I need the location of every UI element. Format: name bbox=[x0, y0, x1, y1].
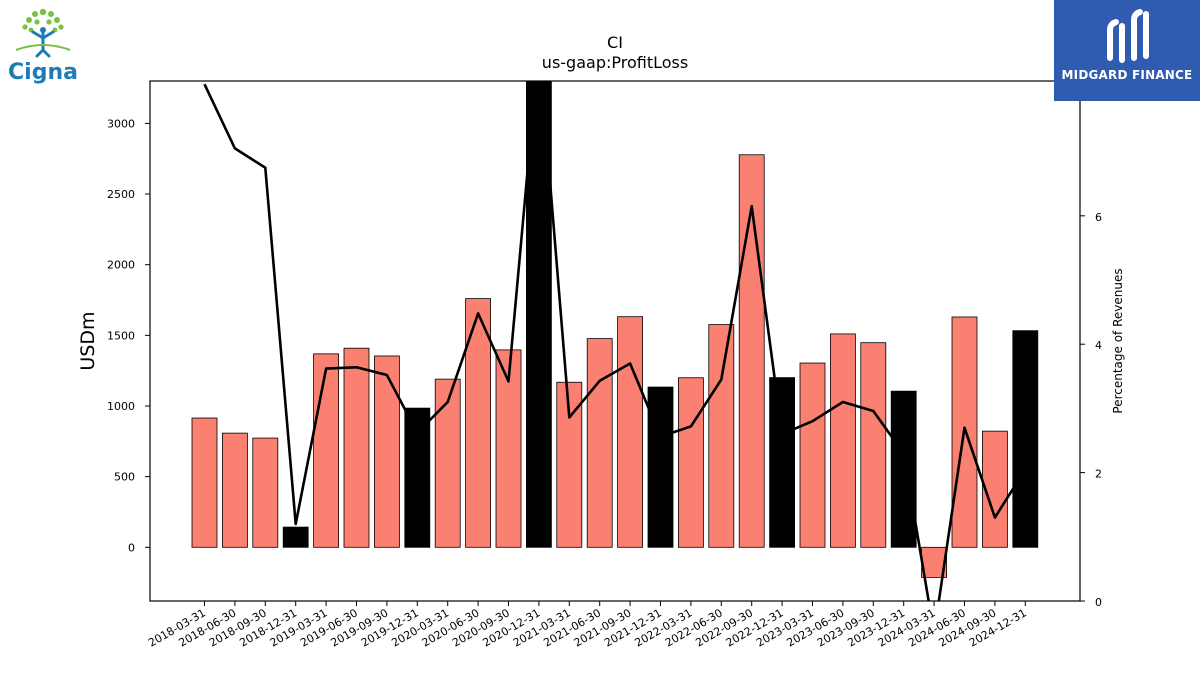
bar-2023-12-31 bbox=[890, 390, 917, 548]
y-tick-label-1000: 1000 bbox=[107, 400, 135, 413]
midgard-emblem-icon bbox=[1107, 9, 1149, 63]
bar-2018-12-31 bbox=[282, 526, 309, 548]
chart-title: CI bbox=[607, 33, 623, 52]
bar-2022-03-31 bbox=[678, 377, 704, 548]
bar-2022-09-30 bbox=[738, 154, 765, 548]
bar-2018-06-30 bbox=[221, 432, 248, 548]
y-tick-label-500: 500 bbox=[114, 471, 135, 484]
cigna-wordmark: Cigna bbox=[8, 60, 78, 85]
tree-icon bbox=[15, 8, 71, 58]
bar-2018-09-30 bbox=[252, 437, 279, 548]
bar-2023-06-30 bbox=[830, 333, 856, 548]
plot-frame bbox=[149, 80, 1081, 602]
y2-tick-label-4: 4 bbox=[1095, 339, 1102, 352]
percentage-line bbox=[203, 81, 1027, 601]
y-tick-label-2000: 2000 bbox=[107, 259, 135, 272]
bar-2018-03-31 bbox=[191, 417, 218, 548]
bar-2021-12-31 bbox=[647, 386, 674, 548]
bar-2022-06-30 bbox=[708, 324, 735, 548]
y2-tick-label-6: 6 bbox=[1095, 211, 1102, 224]
y-tick-label-2500: 2500 bbox=[107, 188, 135, 201]
bar-2020-03-31 bbox=[434, 378, 461, 548]
bar-2022-12-31 bbox=[769, 377, 795, 548]
midgard-wordmark: MIDGARD FINANCE bbox=[1061, 68, 1193, 82]
bar-2019-09-30 bbox=[373, 355, 400, 548]
bar-2019-03-31 bbox=[313, 353, 340, 548]
bar-2019-06-30 bbox=[343, 347, 370, 548]
chart-subtitle: us-gaap:ProfitLoss bbox=[542, 53, 688, 72]
bar-2023-09-30 bbox=[860, 342, 887, 548]
bar-2019-12-31 bbox=[404, 407, 431, 548]
y2-tick-label-2: 2 bbox=[1095, 468, 1102, 481]
bar-2023-03-31 bbox=[799, 362, 826, 548]
y-tick-label-1500: 1500 bbox=[107, 329, 135, 342]
bar-2021-09-30 bbox=[617, 316, 643, 548]
bar-2024-12-31 bbox=[1012, 330, 1039, 548]
y-tick-label-0: 0 bbox=[128, 541, 135, 554]
plot-area: 050010001500200025003000024682018-03-312… bbox=[107, 80, 1102, 650]
cigna-logo: Cigna bbox=[2, 4, 84, 90]
y-tick-label-3000: 3000 bbox=[107, 117, 135, 130]
y-axis-label-right: Percentage of Revenues bbox=[1111, 268, 1125, 413]
bar-2021-06-30 bbox=[586, 338, 613, 548]
midgard-finance-logo: MIDGARD FINANCE bbox=[1054, 0, 1200, 101]
bar-2020-09-30 bbox=[495, 349, 522, 548]
y2-tick-label-0: 0 bbox=[1095, 596, 1102, 609]
y-axis-label-left: USDm bbox=[77, 311, 99, 370]
